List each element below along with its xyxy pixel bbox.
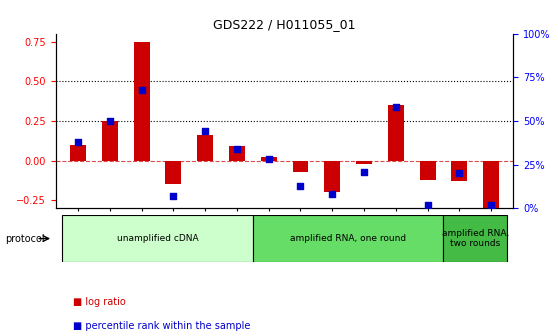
Bar <box>102 121 118 161</box>
Bar <box>165 161 181 184</box>
Bar <box>356 161 372 164</box>
Text: ■ percentile rank within the sample: ■ percentile rank within the sample <box>73 321 250 331</box>
Point <box>233 146 242 152</box>
Bar <box>324 161 340 193</box>
Bar <box>229 146 245 161</box>
Point <box>328 192 336 197</box>
Text: protocol: protocol <box>6 234 45 244</box>
Point <box>201 129 210 134</box>
Point <box>455 171 464 176</box>
Point <box>296 183 305 188</box>
Text: ■ log ratio: ■ log ratio <box>73 297 126 307</box>
Point <box>169 194 178 199</box>
Bar <box>483 161 499 208</box>
Point <box>137 87 146 92</box>
Text: unamplified cDNA: unamplified cDNA <box>117 234 198 243</box>
Point <box>423 202 432 208</box>
Point <box>359 169 368 174</box>
Bar <box>197 135 213 161</box>
Bar <box>451 161 467 181</box>
Text: amplified RNA,
two rounds: amplified RNA, two rounds <box>441 229 509 248</box>
Text: amplified RNA, one round: amplified RNA, one round <box>290 234 406 243</box>
FancyBboxPatch shape <box>444 215 507 262</box>
Bar <box>134 42 150 161</box>
Point <box>487 202 496 208</box>
Bar <box>388 105 404 161</box>
Title: GDS222 / H011055_01: GDS222 / H011055_01 <box>213 18 356 31</box>
Bar <box>292 161 309 172</box>
Point <box>105 118 114 124</box>
Bar <box>261 158 277 161</box>
Point <box>391 104 400 110</box>
FancyBboxPatch shape <box>253 215 444 262</box>
Bar <box>70 145 86 161</box>
Point <box>264 157 273 162</box>
Point <box>74 139 83 144</box>
FancyBboxPatch shape <box>62 215 253 262</box>
Bar <box>420 161 435 180</box>
